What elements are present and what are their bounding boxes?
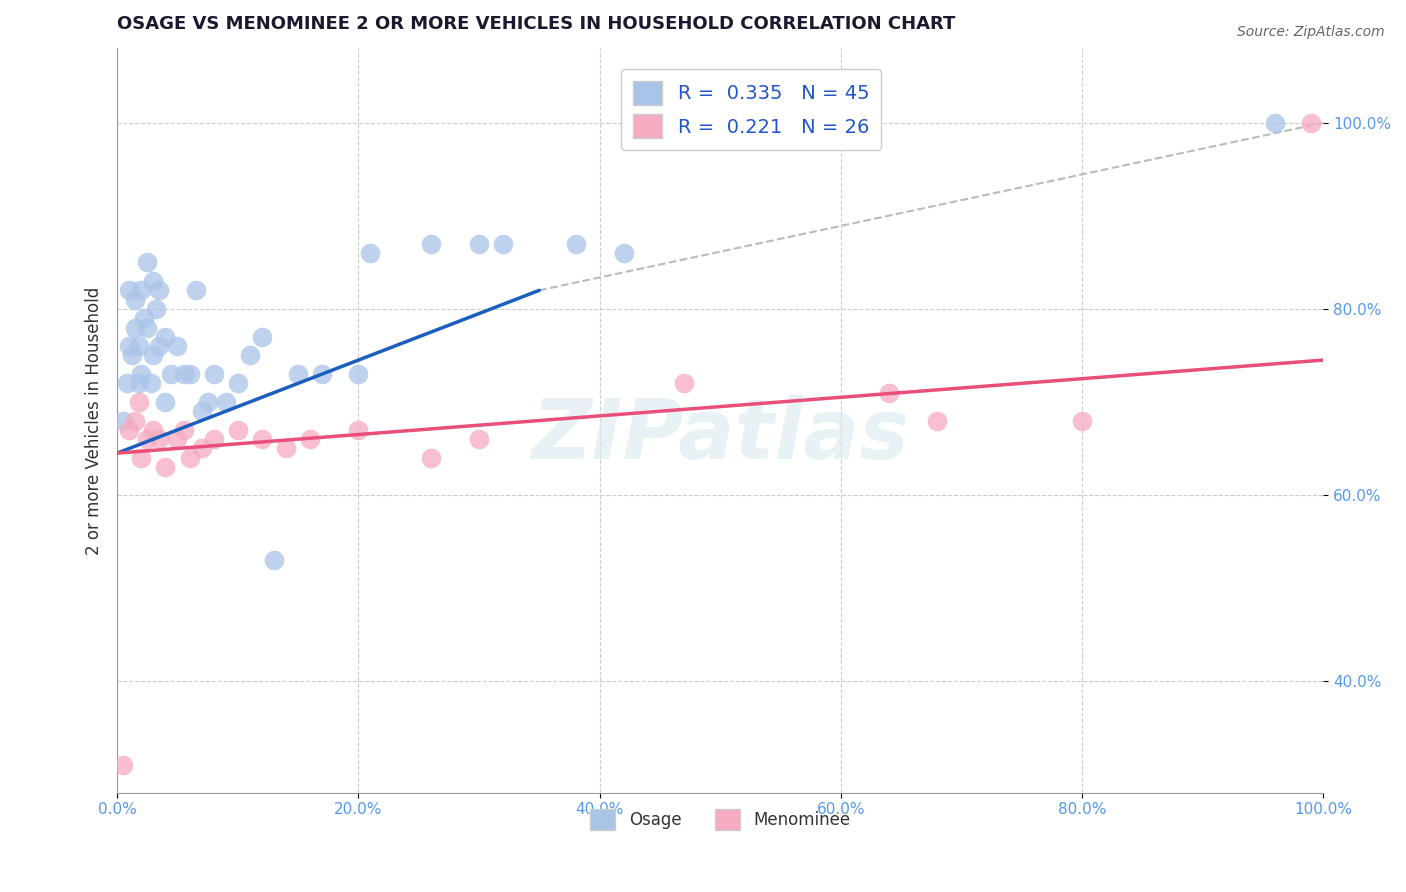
Point xyxy=(468,432,491,446)
Point xyxy=(299,432,322,446)
Text: Source: ZipAtlas.com: Source: ZipAtlas.com xyxy=(1237,25,1385,39)
Point xyxy=(347,423,370,437)
Point xyxy=(179,367,201,381)
Point xyxy=(142,274,165,288)
Point xyxy=(202,432,225,446)
Point xyxy=(613,246,636,260)
Point xyxy=(155,330,177,344)
Point xyxy=(128,376,150,391)
Point xyxy=(131,283,153,297)
Point xyxy=(148,283,170,297)
Point xyxy=(112,757,135,772)
Point xyxy=(311,367,333,381)
Point xyxy=(142,348,165,362)
Point xyxy=(226,423,249,437)
Text: ZIPatlas: ZIPatlas xyxy=(531,395,910,476)
Point xyxy=(250,432,273,446)
Point xyxy=(131,450,153,465)
Point xyxy=(419,450,441,465)
Point xyxy=(274,442,297,456)
Point xyxy=(179,450,201,465)
Point xyxy=(128,395,150,409)
Point xyxy=(136,255,159,269)
Point xyxy=(118,423,141,437)
Point xyxy=(1264,116,1286,130)
Point xyxy=(112,413,135,427)
Text: OSAGE VS MENOMINEE 2 OR MORE VEHICLES IN HOUSEHOLD CORRELATION CHART: OSAGE VS MENOMINEE 2 OR MORE VEHICLES IN… xyxy=(117,15,956,33)
Point xyxy=(124,320,146,334)
Point xyxy=(359,246,381,260)
Point xyxy=(347,367,370,381)
Point xyxy=(492,236,515,251)
Point xyxy=(139,376,162,391)
Point xyxy=(190,404,212,418)
Point xyxy=(155,395,177,409)
Point xyxy=(132,311,155,326)
Point xyxy=(226,376,249,391)
Point xyxy=(124,413,146,427)
Point xyxy=(136,432,159,446)
Point xyxy=(115,376,138,391)
Point xyxy=(673,376,696,391)
Point xyxy=(155,460,177,475)
Point xyxy=(1301,116,1323,130)
Legend: Osage, Menominee: Osage, Menominee xyxy=(583,803,856,837)
Point xyxy=(190,442,212,456)
Point xyxy=(118,283,141,297)
Point xyxy=(148,339,170,353)
Point xyxy=(263,553,285,567)
Point xyxy=(239,348,262,362)
Point xyxy=(419,236,441,251)
Y-axis label: 2 or more Vehicles in Household: 2 or more Vehicles in Household xyxy=(86,286,103,555)
Point xyxy=(927,413,949,427)
Point xyxy=(118,339,141,353)
Point xyxy=(287,367,309,381)
Point xyxy=(173,367,195,381)
Point xyxy=(142,423,165,437)
Point xyxy=(166,432,188,446)
Point xyxy=(184,283,207,297)
Point xyxy=(215,395,238,409)
Point xyxy=(160,367,183,381)
Point xyxy=(197,395,219,409)
Point xyxy=(166,339,188,353)
Point xyxy=(128,339,150,353)
Point xyxy=(145,301,167,316)
Point xyxy=(1071,413,1094,427)
Point xyxy=(148,432,170,446)
Point xyxy=(173,423,195,437)
Point xyxy=(202,367,225,381)
Point xyxy=(468,236,491,251)
Point xyxy=(121,348,143,362)
Point xyxy=(131,367,153,381)
Point xyxy=(124,293,146,307)
Point xyxy=(877,385,900,400)
Point xyxy=(564,236,586,251)
Point xyxy=(136,320,159,334)
Point xyxy=(250,330,273,344)
